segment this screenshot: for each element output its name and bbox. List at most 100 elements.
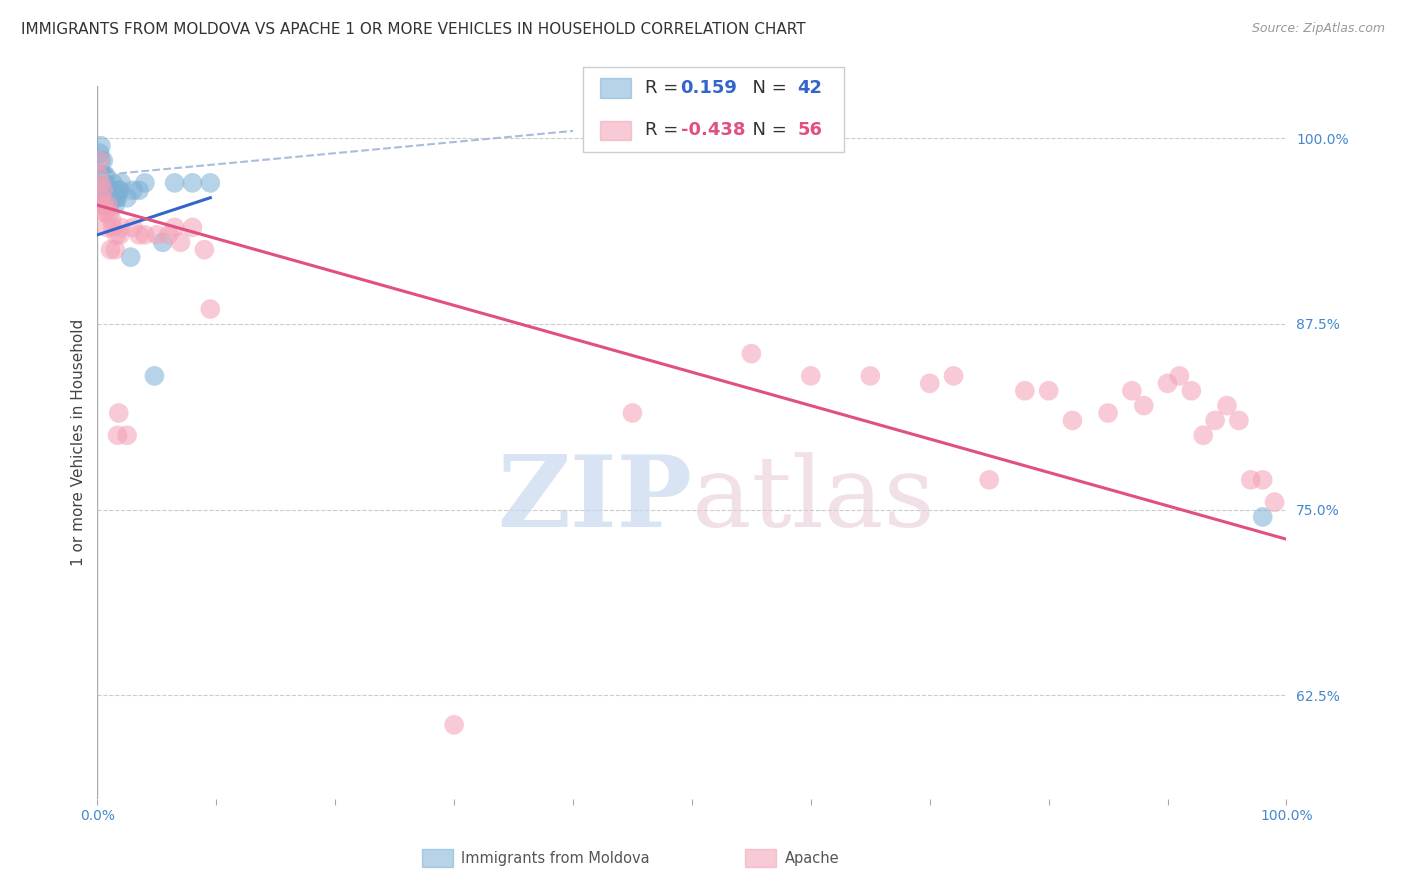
Point: [90, 153, 112, 168]
Point: [107, 428, 129, 442]
Point: [110, 220, 132, 235]
Point: [1097, 406, 1119, 420]
Point: [104, 198, 127, 212]
Text: R =: R =: [645, 121, 685, 139]
Point: [91, 153, 114, 168]
Point: [1156, 376, 1178, 391]
Point: [91, 198, 114, 212]
Point: [1180, 384, 1202, 398]
Point: [1121, 384, 1143, 398]
Point: [859, 368, 882, 383]
Point: [91, 169, 114, 183]
Point: [1062, 413, 1084, 427]
Y-axis label: 1 or more Vehicles in Household: 1 or more Vehicles in Household: [72, 319, 86, 566]
Point: [94, 169, 117, 183]
Point: [108, 227, 131, 242]
Point: [200, 176, 222, 190]
Point: [181, 220, 204, 235]
Text: Immigrants from Moldova: Immigrants from Moldova: [461, 851, 650, 865]
Point: [97, 183, 120, 197]
Point: [87, 169, 110, 183]
Point: [97, 198, 120, 212]
Point: [200, 302, 222, 317]
Text: 56: 56: [797, 121, 823, 139]
Point: [93, 191, 115, 205]
Point: [128, 183, 150, 197]
Point: [96, 191, 118, 205]
Point: [1192, 428, 1215, 442]
Point: [107, 183, 129, 197]
Point: [1251, 510, 1274, 524]
Text: 42: 42: [797, 79, 823, 97]
Point: [918, 376, 941, 391]
Point: [90, 138, 112, 153]
Point: [101, 191, 124, 205]
Point: [122, 220, 145, 235]
Point: [146, 227, 169, 242]
Text: R =: R =: [645, 79, 685, 97]
Point: [90, 176, 112, 190]
Point: [169, 235, 191, 250]
Point: [152, 235, 174, 250]
Point: [1168, 368, 1191, 383]
Point: [1204, 413, 1226, 427]
Point: [143, 368, 166, 383]
Point: [104, 243, 127, 257]
Point: [134, 176, 156, 190]
Point: [110, 176, 132, 190]
Point: [1038, 384, 1060, 398]
Point: [100, 191, 122, 205]
Text: -0.438: -0.438: [681, 121, 745, 139]
Point: [91, 191, 114, 205]
Point: [163, 220, 186, 235]
Point: [105, 227, 128, 242]
Point: [90, 169, 112, 183]
Point: [193, 243, 215, 257]
Point: [107, 406, 129, 420]
Point: [98, 198, 121, 212]
Point: [122, 183, 145, 197]
Point: [1216, 399, 1239, 413]
Point: [90, 191, 112, 205]
Point: [100, 243, 122, 257]
Point: [128, 227, 150, 242]
Point: [979, 473, 1001, 487]
Point: [1014, 384, 1036, 398]
Point: [1251, 473, 1274, 487]
Text: Apache: Apache: [785, 851, 839, 865]
Point: [89, 146, 111, 161]
Point: [93, 169, 115, 183]
Point: [108, 183, 131, 197]
Point: [96, 198, 118, 212]
Point: [103, 183, 125, 197]
Point: [100, 213, 122, 227]
Point: [89, 169, 111, 183]
Point: [1264, 495, 1286, 509]
Point: [107, 191, 129, 205]
Text: IMMIGRANTS FROM MOLDOVA VS APACHE 1 OR MORE VEHICLES IN HOUSEHOLD CORRELATION CH: IMMIGRANTS FROM MOLDOVA VS APACHE 1 OR M…: [21, 22, 806, 37]
Point: [91, 183, 114, 197]
Text: 0.159: 0.159: [681, 79, 737, 97]
Point: [115, 428, 138, 442]
Point: [101, 176, 124, 190]
Point: [94, 183, 117, 197]
Text: N =: N =: [741, 121, 793, 139]
Text: atlas: atlas: [692, 452, 935, 548]
Text: Source: ZipAtlas.com: Source: ZipAtlas.com: [1251, 22, 1385, 36]
Point: [163, 176, 186, 190]
Point: [621, 406, 644, 420]
Point: [89, 153, 111, 168]
Point: [93, 198, 115, 212]
Point: [800, 368, 823, 383]
Point: [91, 169, 114, 183]
Point: [134, 227, 156, 242]
Point: [105, 191, 128, 205]
Point: [100, 183, 122, 197]
Text: ZIP: ZIP: [498, 451, 692, 549]
Point: [94, 198, 117, 212]
Point: [96, 220, 118, 235]
Point: [942, 368, 965, 383]
Point: [94, 205, 117, 219]
Point: [98, 205, 121, 219]
Point: [101, 220, 124, 235]
